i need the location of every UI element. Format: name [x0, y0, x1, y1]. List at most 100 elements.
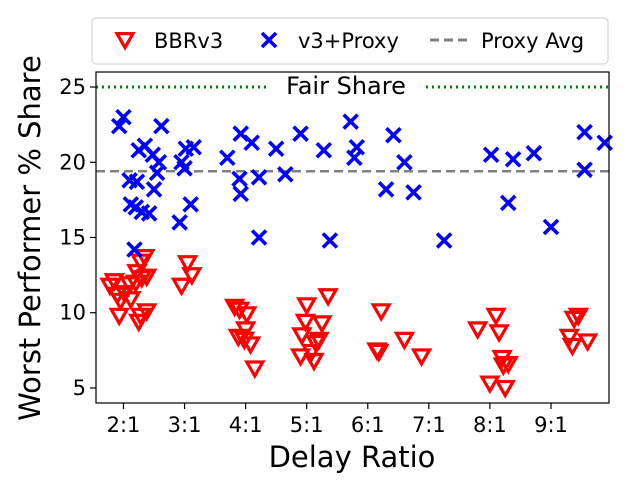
v3-proxy-point-47	[576, 123, 593, 141]
x-axis-label: Delay Ratio	[269, 440, 436, 474]
bbrv3-point-35	[308, 331, 330, 351]
v3-proxy-point-33	[321, 232, 339, 249]
bbrv3-point-31	[295, 297, 318, 317]
bbrv3-point-53	[563, 310, 585, 330]
legend-marker-v3-proxy	[260, 31, 278, 49]
bbrv3-point-27	[244, 360, 266, 380]
v3-proxy-point-44	[504, 150, 522, 168]
v3-proxy-point-0	[110, 117, 128, 135]
bbrv3-point-16	[135, 303, 158, 323]
bbrv3-point-54	[567, 307, 590, 327]
bbrv3-point-13	[135, 268, 158, 288]
v3-proxy-point-29	[267, 140, 285, 158]
bbrv3-point-19	[181, 267, 203, 286]
v3-proxy-point-32	[315, 141, 333, 159]
fair-share-annotation: Fair Share	[286, 72, 406, 100]
x-axis-ticks: 2:1 3:1 4:1 5:1 6:1 7:1 8:1 9:1	[107, 403, 568, 437]
v3-proxy-point-21	[185, 138, 202, 156]
y-axis-ticks: 5 10 15 20 25	[59, 75, 96, 400]
v3-proxy-point-46	[542, 218, 560, 236]
x-tick-label: 5:1	[290, 413, 324, 437]
x-tick-label: 2:1	[107, 413, 141, 437]
bbrv3-point-49	[494, 379, 516, 399]
v3-proxy-point-36	[348, 138, 366, 156]
bbrv3-point-30	[294, 313, 317, 333]
bbrv3-point-39	[368, 343, 390, 363]
bbrv3-point-52	[561, 337, 584, 357]
legend: BBRv3 v3+Proxy Proxy Avg	[91, 17, 609, 65]
bbrv3-point-18	[176, 255, 199, 274]
bbrv3-point-37	[317, 288, 339, 308]
legend-label-v3-proxy: v3+Proxy	[298, 29, 399, 53]
v3-proxy-point-16	[171, 214, 188, 231]
legend-v3-proxy-glyph	[260, 31, 278, 49]
y-tick-label: 10	[59, 301, 86, 325]
v3-proxy-point-30	[277, 166, 294, 183]
v3-proxy-point-1	[115, 108, 132, 126]
legend-bbrv3-glyph	[114, 31, 136, 51]
x-tick-label: 9:1	[534, 413, 568, 437]
v3-proxy-point-37	[377, 181, 395, 198]
v3-proxy-point-18	[176, 160, 193, 177]
bbrv3-point-33	[303, 352, 325, 372]
v3-proxy-point-45	[525, 144, 543, 162]
data-points	[99, 108, 613, 399]
bbrv3-point-41	[393, 331, 416, 351]
legend-marker-bbrv3	[114, 31, 136, 51]
bbrv3-point-26	[239, 336, 262, 356]
v3-proxy-point-22	[219, 149, 236, 167]
bbrv3-point-4	[108, 307, 130, 327]
v3-proxy-point-4	[126, 241, 143, 258]
v3-proxy-point-39	[396, 154, 413, 171]
v3-proxy-point-10	[140, 205, 158, 222]
v3-proxy-point-6	[128, 173, 146, 191]
v3-proxy-point-49	[596, 134, 613, 151]
y-tick-label: 20	[59, 150, 86, 174]
bbrv3-point-42	[410, 348, 433, 368]
v3-proxy-point-28	[250, 229, 268, 246]
v3-proxy-point-24	[231, 170, 248, 188]
v3-proxy-point-48	[576, 161, 593, 179]
y-tick-label: 5	[73, 376, 86, 400]
v3-proxy-point-43	[499, 194, 517, 212]
bbrv3-point-51	[558, 328, 581, 348]
v3-proxy-point-40	[405, 184, 422, 201]
v3-proxy-point-38	[385, 126, 402, 144]
bbrv3-point-50	[497, 355, 519, 375]
legend-label-proxy-avg: Proxy Avg	[481, 29, 584, 53]
legend-label-bbrv3: BBRv3	[154, 29, 223, 53]
x-tick-label: 6:1	[351, 413, 385, 437]
x-tick-label: 3:1	[168, 413, 202, 437]
x-tick-label: 7:1	[412, 413, 446, 437]
legend-box	[91, 17, 609, 65]
bbrv3-point-40	[370, 303, 392, 323]
bbrv3-point-45	[485, 307, 507, 327]
v3-proxy-point-25	[232, 185, 250, 203]
bbrv3-point-43	[466, 321, 489, 341]
bbrv3-point-44	[479, 375, 501, 395]
bbrv3-point-7	[120, 291, 142, 311]
v3-proxy-point-34	[342, 113, 359, 130]
v3-proxy-point-14	[150, 154, 168, 171]
fair-share-annotation-bg	[270, 75, 422, 100]
y-axis-label: Worst Performer % Share	[13, 55, 47, 421]
bbrv3-point-24	[236, 306, 258, 326]
bbrv3-point-46	[488, 324, 510, 344]
v3-proxy-point-41	[435, 232, 453, 249]
y-tick-label: 25	[59, 75, 86, 99]
x-tick-label: 8:1	[473, 413, 507, 437]
bbrv3-point-25	[234, 321, 257, 341]
v3-proxy-point-15	[153, 117, 170, 135]
v3-proxy-point-12	[145, 181, 163, 198]
y-tick-label: 15	[59, 226, 86, 250]
bbrv3-point-55	[576, 333, 599, 353]
bbrv3-point-12	[134, 249, 156, 268]
v3-proxy-point-27	[250, 169, 268, 186]
bbrv3-point-28	[289, 348, 312, 368]
v3-proxy-point-42	[482, 146, 500, 164]
v3-proxy-point-26	[243, 134, 261, 151]
bbrv3-point-36	[311, 315, 333, 335]
bbrv3-point-17	[170, 277, 193, 297]
v3-proxy-point-20	[182, 196, 199, 213]
